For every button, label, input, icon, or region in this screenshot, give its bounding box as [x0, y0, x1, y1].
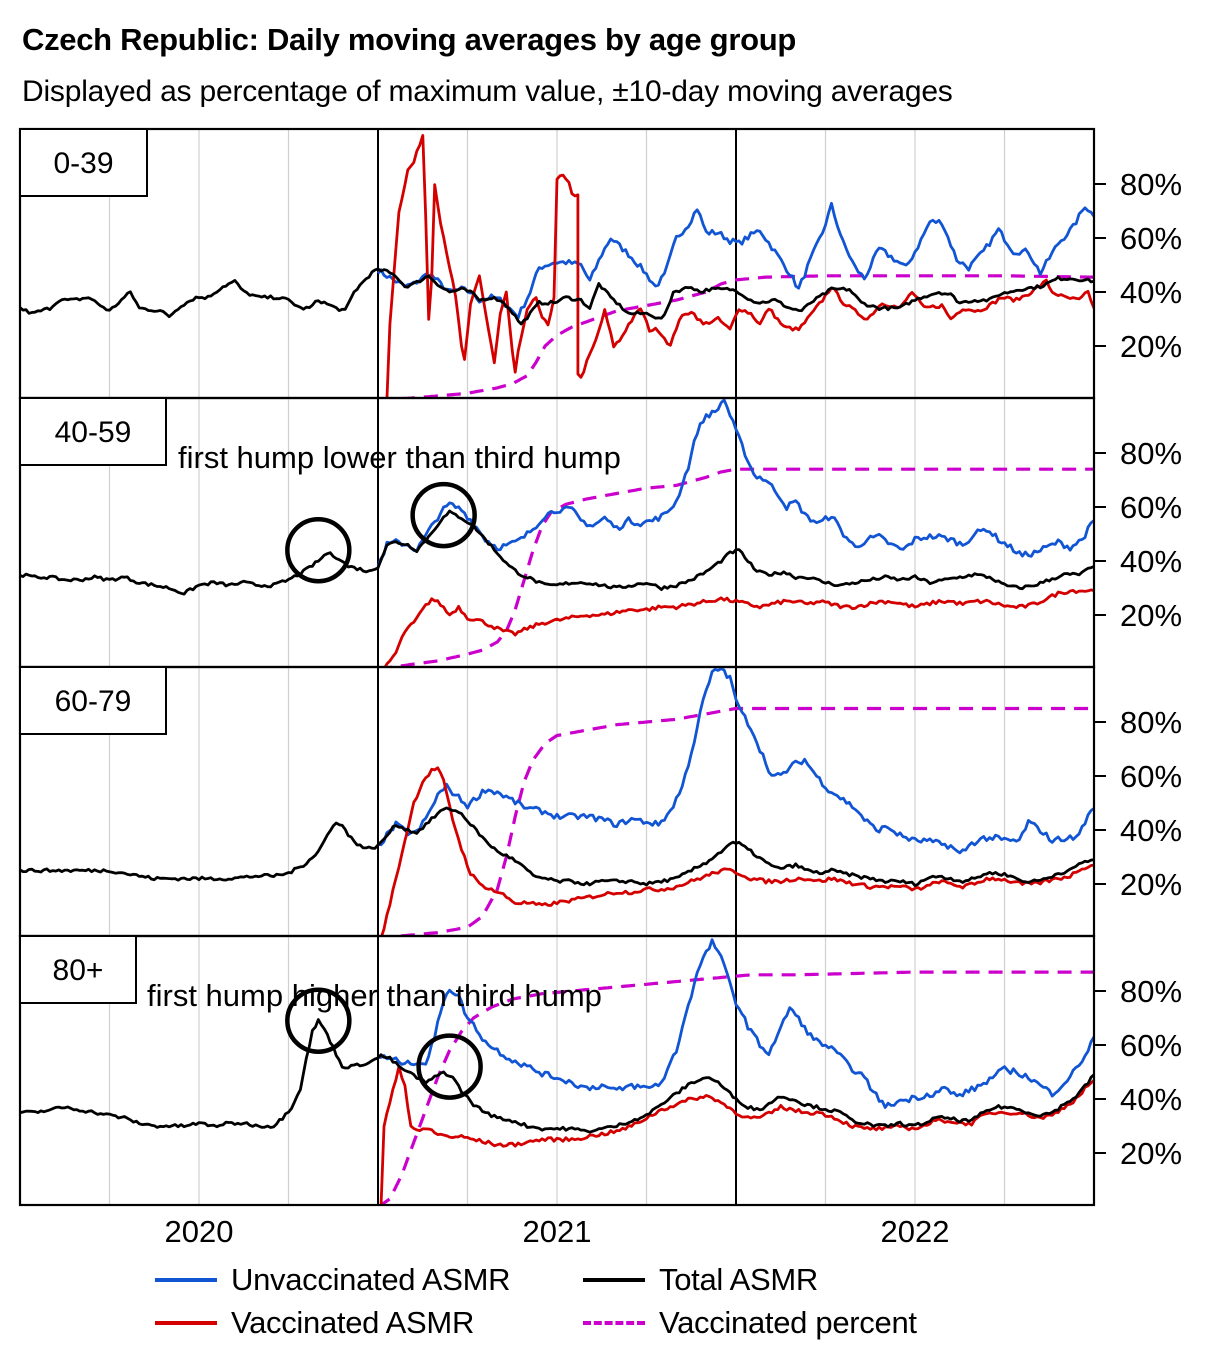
y-tick-label: 20% — [1120, 598, 1182, 633]
y-tick-label: 40% — [1120, 1082, 1182, 1117]
series-line-unvaccinated — [376, 398, 1094, 567]
series-line-total — [20, 267, 1094, 326]
age-group-box — [19, 397, 167, 466]
series-line-unvaccinated — [376, 201, 1094, 320]
legend-label-vaccinated: Vaccinated ASMR — [231, 1305, 475, 1340]
age-group-box — [19, 128, 148, 197]
panel-0-39-series — [20, 133, 1094, 398]
series-line-unvaccinated — [377, 667, 1094, 855]
series-line-total — [20, 509, 1094, 596]
series-line-vaccinated — [385, 133, 1094, 398]
legend-label-vaccinated-percent: Vaccinated percent — [659, 1305, 917, 1340]
annotation-circle — [285, 987, 352, 1054]
legend-item-vaccinated-percent: Vaccinated percent — [583, 1305, 917, 1341]
annotation-text: first hump lower than third hump — [178, 440, 621, 475]
legend-item-unvaccinated: Unvaccinated ASMR — [155, 1262, 511, 1298]
y-tick-label: 20% — [1120, 329, 1182, 364]
chart-subtitle: Displayed as percentage of maximum value… — [22, 75, 953, 108]
x-tick-label: 2022 — [881, 1214, 950, 1249]
series-line-vaccinated — [380, 766, 1094, 936]
legend: Unvaccinated ASMR Total ASMR Vaccinated … — [155, 1262, 1055, 1352]
series-line-total — [20, 806, 1094, 887]
y-tick-label: 60% — [1120, 1028, 1182, 1063]
y-tick-label: 20% — [1120, 1136, 1182, 1171]
annotation-text: first hump higher than third hump — [147, 978, 602, 1013]
panel-60-79-series — [20, 667, 1094, 936]
y-tick-label: 40% — [1120, 813, 1182, 848]
y-tick-label: 80% — [1120, 436, 1182, 471]
legend-item-vaccinated: Vaccinated ASMR — [155, 1305, 474, 1341]
annotation-circle — [285, 516, 352, 584]
legend-swatch-vaccinated — [155, 1321, 217, 1325]
legend-label-total: Total ASMR — [659, 1262, 818, 1297]
series-line-vaccinated_percent — [382, 706, 1094, 936]
series-line-vaccinated_percent — [380, 467, 1094, 667]
age-group-label: 80+ — [53, 954, 104, 987]
series-line-vaccinated_percent — [378, 970, 1094, 1205]
y-tick-label: 60% — [1120, 759, 1182, 794]
age-group-box — [19, 935, 137, 1004]
panel-frame — [18, 934, 1096, 1207]
x-tick-label: 2020 — [165, 1214, 234, 1249]
panel-40-59-series — [20, 398, 1094, 667]
annotation-circle — [416, 1033, 483, 1100]
y-tick-label: 40% — [1120, 275, 1182, 310]
legend-swatch-total — [583, 1278, 645, 1282]
x-tick-label: 2021 — [523, 1214, 592, 1249]
series-line-total — [20, 1018, 1094, 1134]
y-tick-label: 40% — [1120, 544, 1182, 579]
y-tick-label: 80% — [1120, 167, 1182, 202]
annotation-circle — [410, 481, 477, 549]
legend-item-total: Total ASMR — [583, 1262, 818, 1298]
y-tick-label: 60% — [1120, 221, 1182, 256]
legend-label-unvaccinated: Unvaccinated ASMR — [231, 1262, 511, 1297]
y-tick-label: 80% — [1120, 974, 1182, 1009]
age-group-label: 60-79 — [55, 685, 132, 718]
series-line-vaccinated — [383, 588, 1094, 667]
panel-80+-series — [20, 938, 1094, 1205]
chart-title: Czech Republic: Daily moving averages by… — [22, 22, 796, 57]
age-group-box — [19, 666, 167, 735]
legend-swatch-vaccinated-percent — [583, 1321, 645, 1325]
series-line-vaccinated — [379, 1065, 1094, 1205]
y-tick-label: 80% — [1120, 705, 1182, 740]
y-tick-label: 20% — [1120, 867, 1182, 902]
series-line-unvaccinated — [377, 938, 1094, 1109]
age-group-label: 40-59 — [55, 416, 132, 449]
y-tick-label: 60% — [1120, 490, 1182, 525]
series-line-vaccinated_percent — [385, 274, 1094, 398]
legend-swatch-unvaccinated — [155, 1278, 217, 1282]
age-group-label: 0-39 — [53, 147, 113, 180]
